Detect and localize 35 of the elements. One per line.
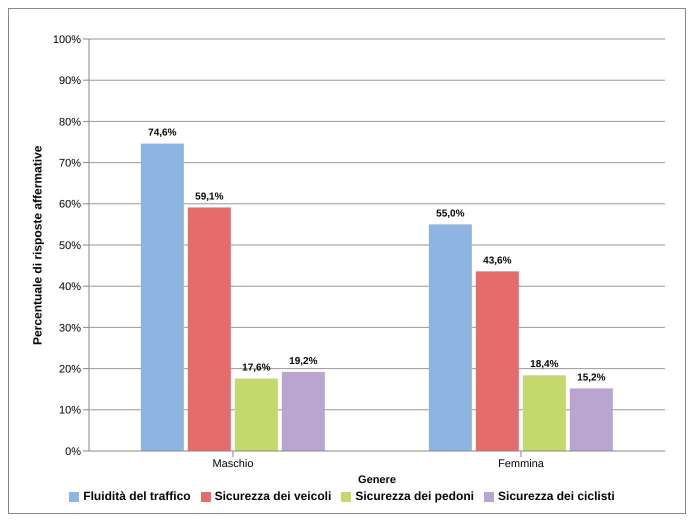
bar bbox=[428, 224, 472, 451]
y-tick-label: 90% bbox=[58, 75, 82, 88]
data-label: 59,1% bbox=[195, 192, 224, 203]
data-label: 74,6% bbox=[148, 128, 177, 139]
x-axis-title: Genere bbox=[358, 474, 396, 486]
data-label: 15,2% bbox=[577, 372, 606, 384]
data-label: 18,4% bbox=[530, 359, 559, 370]
y-tick-label: 40% bbox=[58, 281, 82, 294]
data-label: 43,6% bbox=[483, 255, 512, 266]
y-tick-label: 80% bbox=[58, 116, 82, 128]
bar bbox=[522, 375, 566, 451]
y-tick-label: 60% bbox=[58, 198, 82, 211]
data-label: 55,0% bbox=[436, 208, 465, 220]
bar bbox=[234, 378, 278, 451]
bar bbox=[570, 388, 613, 451]
bar bbox=[476, 271, 519, 451]
y-tick-label: 30% bbox=[58, 322, 82, 334]
y-tick-label: 10% bbox=[58, 404, 82, 417]
y-tick-label: 20% bbox=[58, 364, 82, 376]
y-tick-label: 70% bbox=[58, 158, 82, 170]
legend-label: Sicurezza dei veicoli bbox=[214, 489, 332, 503]
y-tick-label: 100% bbox=[52, 34, 82, 46]
x-tick-label: Femmina bbox=[498, 458, 545, 470]
legend-label: Sicurezza dei pedoni bbox=[355, 489, 474, 503]
data-label: 19,2% bbox=[289, 356, 318, 367]
bar bbox=[140, 144, 184, 451]
y-axis-title: Percentuale di risposte affermative bbox=[30, 145, 44, 345]
legend-label: Fluidità del traffico bbox=[83, 489, 191, 503]
legend-label: Sicurezza dei ciclisti bbox=[498, 489, 615, 503]
x-tick-label: Maschio bbox=[212, 458, 254, 470]
bar bbox=[188, 208, 231, 451]
data-label: 17,6% bbox=[242, 362, 271, 374]
bar bbox=[282, 372, 325, 451]
y-tick-label: 0% bbox=[65, 446, 82, 458]
y-tick-label: 50% bbox=[58, 240, 82, 252]
